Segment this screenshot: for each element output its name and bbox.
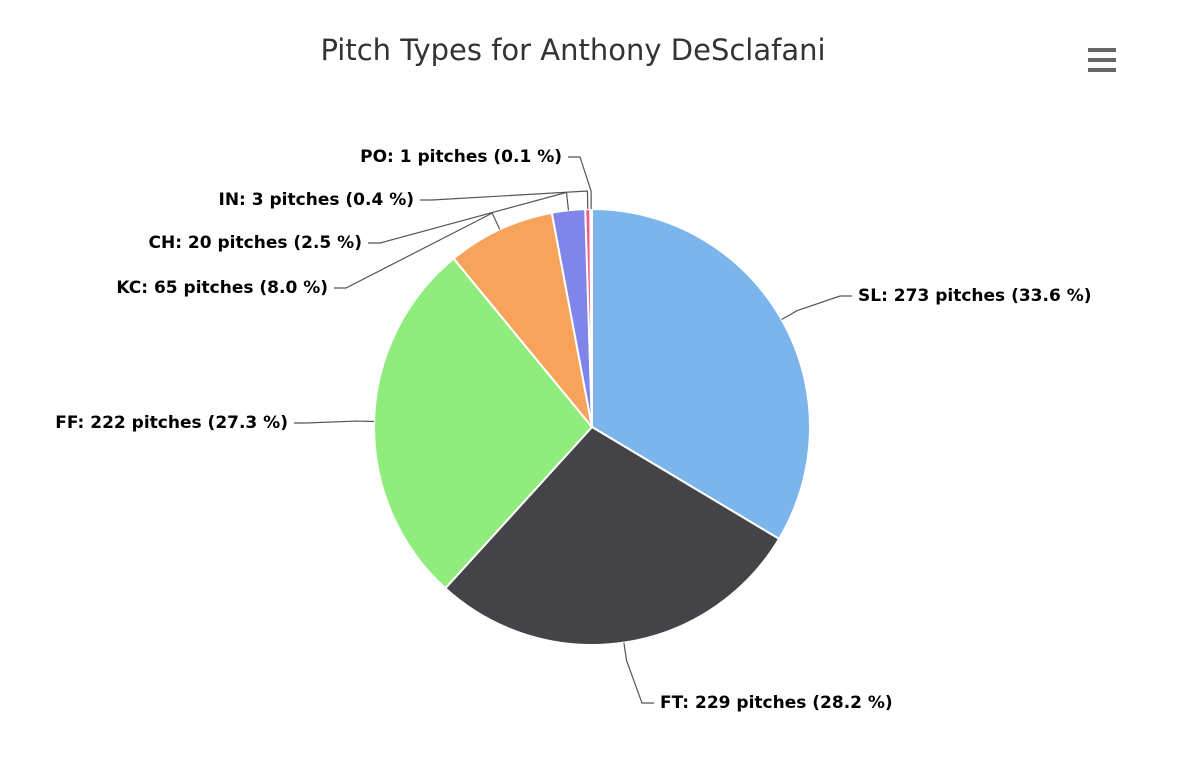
connector xyxy=(568,156,592,210)
data-label: KC: 65 pitches (8.0 %) xyxy=(116,278,328,298)
data-label: FT: 229 pitches (28.2 %) xyxy=(660,693,893,713)
connector xyxy=(623,642,654,704)
data-label: SL: 273 pitches (33.6 %) xyxy=(858,286,1092,306)
pie-slice xyxy=(373,257,594,590)
pie-slice xyxy=(589,207,593,428)
chart-title: Pitch Types for Anthony DeSclafani xyxy=(320,33,825,67)
data-label: CH: 20 pitches (2.5 %) xyxy=(149,233,362,253)
connector xyxy=(781,295,852,320)
menu-button[interactable] xyxy=(1080,40,1124,80)
pie-slice xyxy=(452,211,593,428)
connector xyxy=(334,212,501,289)
data-label: IN: 3 pitches (0.4 %) xyxy=(219,190,415,210)
connector xyxy=(420,190,589,210)
data-label: PO: 1 pitches (0.1 %) xyxy=(360,147,562,167)
pie-slice xyxy=(591,207,811,541)
data-label: FF: 222 pitches (27.3 %) xyxy=(55,413,288,433)
connector xyxy=(368,191,570,244)
connector xyxy=(294,420,375,424)
pie-slice xyxy=(443,425,781,646)
